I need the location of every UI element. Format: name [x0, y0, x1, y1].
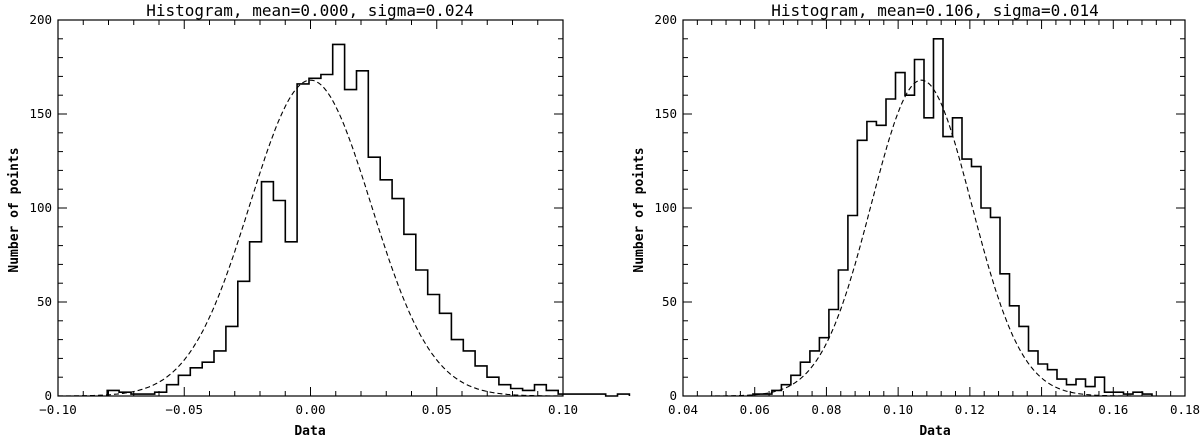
gaussian-fit-curve-left: [58, 79, 563, 397]
histogram-panel-right: Histogram, mean=0.106, sigma=0.014 Data …: [632, 1, 1200, 435]
histogram-bar: [1095, 377, 1105, 396]
histogram-bar: [250, 242, 262, 396]
x-tick-label: 0.16: [1098, 402, 1128, 417]
x-tick-label: 0.10: [548, 402, 578, 417]
histogram-bar: [404, 234, 416, 396]
histogram-outline-left: [106, 43, 631, 397]
histogram-bar: [1057, 379, 1067, 396]
histogram-bar: [368, 157, 380, 396]
histogram-bar: [962, 159, 972, 396]
histogram-bar: [943, 137, 953, 396]
histogram-bar: [309, 78, 321, 396]
histogram-bar: [262, 182, 274, 396]
histogram-bar: [321, 75, 333, 396]
histogram-bar: [971, 167, 981, 396]
histogram-bar: [214, 351, 226, 396]
y-tick-label: 100: [654, 200, 677, 215]
x-tick-label: 0.10: [883, 402, 913, 417]
y-tick-label: 150: [654, 106, 677, 121]
histogram-bar: [791, 375, 801, 396]
y-tick-label: 50: [37, 294, 52, 309]
x-axis-label-left: Data: [294, 424, 325, 435]
y-tick-label: 0: [669, 388, 677, 403]
histogram-bar: [800, 362, 810, 396]
y-tick-label: 0: [44, 388, 52, 403]
histogram-bar: [886, 99, 896, 396]
tick-labels-right: 0.04 0.06 0.08 0.10 0.12 0.14 0.16 0.18 0 50 100 15…: [654, 12, 1200, 417]
y-tick-label: 200: [654, 12, 677, 27]
histogram-bar: [981, 208, 991, 396]
x-tick-label: 0.05: [422, 402, 452, 417]
histogram-bar: [924, 118, 934, 396]
y-axis-label-right: Number of points: [632, 147, 647, 272]
chart-title-left: Histogram, mean=0.000, sigma=0.024: [146, 1, 474, 20]
histogram-bar: [857, 140, 867, 396]
histogram-bar: [297, 84, 309, 396]
y-tick-label: 100: [29, 200, 52, 215]
y-tick-label: 150: [29, 106, 52, 121]
histogram-bar: [819, 338, 829, 396]
x-tick-label: 0.12: [955, 402, 985, 417]
histogram-bar: [451, 340, 463, 396]
histogram-bar: [380, 180, 392, 396]
histogram-bar: [772, 390, 782, 396]
histogram-bar: [829, 310, 839, 396]
tick-labels-left: −0.10 −0.05 0.00 0.05 0.10 0 50 100 150 200: [29, 12, 578, 417]
gaussian-fit-curve-right: [683, 79, 1185, 397]
histogram-bar: [202, 362, 214, 396]
x-tick-label: 0.14: [1027, 402, 1057, 417]
histogram-bar: [933, 39, 943, 396]
x-tick-label: 0.08: [811, 402, 841, 417]
y-tick-label: 200: [29, 12, 52, 27]
histogram-bar: [914, 59, 924, 396]
histogram-bar: [990, 217, 1000, 396]
histogram-outline-right: [752, 38, 1153, 396]
histogram-bar: [273, 200, 285, 396]
histogram-bar: [838, 270, 848, 396]
histogram-bar: [546, 390, 558, 396]
y-axis-label-left: Number of points: [7, 147, 22, 272]
x-tick-label: −0.10: [39, 402, 77, 417]
histogram-bar: [345, 90, 357, 396]
histogram-bar: [487, 377, 499, 396]
x-tick-label: 0.00: [295, 402, 325, 417]
histogram-bar: [1066, 385, 1076, 396]
histogram-panel-left: Histogram, mean=0.000, sigma=0.024 Data …: [7, 1, 631, 435]
histogram-bars-right: [753, 39, 1152, 396]
histogram-bar: [867, 122, 877, 396]
histogram-bar: [1009, 306, 1019, 396]
histogram-bar: [952, 118, 962, 396]
histogram-bar: [238, 281, 250, 396]
histogram-bar: [905, 95, 915, 396]
x-axis-label-right: Data: [919, 424, 950, 435]
histogram-bar: [1038, 364, 1048, 396]
histogram-bar: [190, 368, 202, 396]
histogram-bar: [876, 125, 886, 396]
histogram-bar: [440, 313, 452, 396]
histogram-bar: [428, 294, 440, 396]
x-tick-label: 0.18: [1170, 402, 1200, 417]
histogram-bar: [167, 385, 179, 396]
y-tick-label: 50: [662, 294, 677, 309]
chart-title-right: Histogram, mean=0.106, sigma=0.014: [771, 1, 1099, 20]
histogram-bar: [285, 242, 297, 396]
histogram-bar: [333, 44, 345, 396]
histogram-bar: [534, 385, 546, 396]
x-tick-label: 0.06: [740, 402, 770, 417]
histogram-bar: [226, 326, 238, 396]
histogram-bar: [463, 351, 475, 396]
histogram-bar: [356, 71, 368, 396]
histogram-bar: [392, 199, 404, 396]
ticks-left: [57, 19, 564, 397]
x-tick-label: 0.04: [668, 402, 698, 417]
histogram-bar: [178, 375, 190, 396]
histogram-bar: [848, 216, 858, 396]
histogram-bar: [1000, 274, 1010, 396]
histogram-bar: [895, 73, 905, 396]
x-tick-label: −0.05: [165, 402, 203, 417]
histogram-bar: [416, 270, 428, 396]
